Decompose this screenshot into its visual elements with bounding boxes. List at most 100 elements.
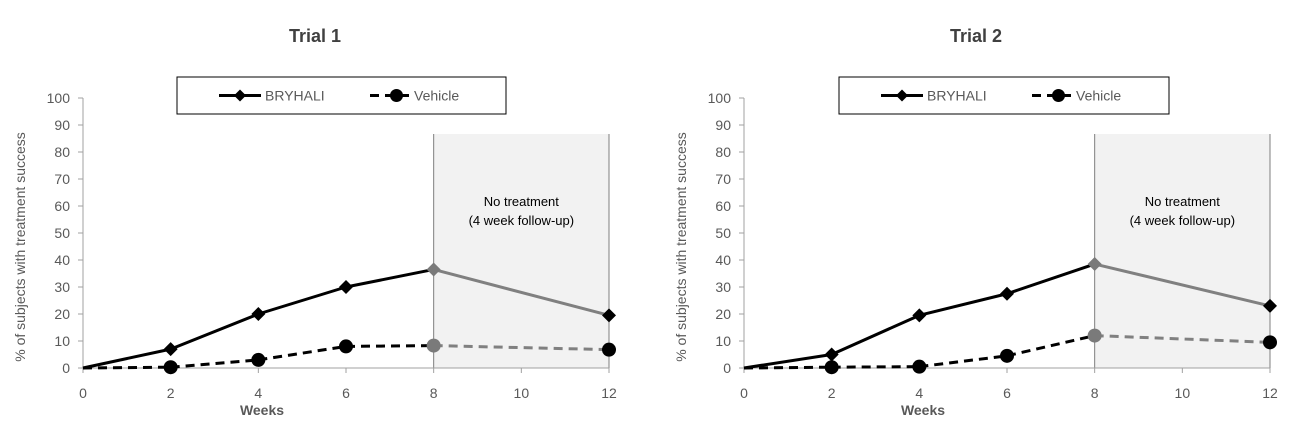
follow-up-region (433, 134, 609, 368)
data-point-diamond (251, 307, 266, 321)
data-point-diamond (824, 347, 839, 362)
legend-label: BRYHALI (265, 88, 325, 104)
y-tick-label: 0 (723, 360, 731, 376)
x-tick-label: 6 (1003, 385, 1011, 401)
y-tick-label: 100 (47, 90, 71, 106)
data-point-diamond (1263, 298, 1277, 313)
y-tick-label: 100 (708, 90, 732, 106)
y-tick-label: 10 (715, 333, 731, 349)
series-segment (345, 267, 434, 289)
y-tick-label: 60 (715, 198, 731, 214)
series-segment-follow-up (433, 267, 610, 317)
series-bryhali (82, 262, 616, 370)
x-tick-label: 4 (915, 385, 923, 401)
follow-up-region (1094, 134, 1270, 368)
x-tick-label: 8 (1091, 385, 1099, 401)
series-segment (82, 347, 171, 370)
data-point-circle (912, 359, 927, 374)
x-tick-label: 0 (79, 385, 87, 401)
x-tick-label: 10 (514, 385, 530, 401)
follow-up-label-sub: (4 week follow-up) (469, 213, 575, 228)
y-tick-label: 90 (54, 117, 70, 133)
series-segment (1006, 262, 1096, 296)
data-point-diamond (339, 280, 353, 294)
data-point-circle (602, 342, 616, 357)
data-point-diamond (1000, 286, 1014, 301)
series-segment (831, 313, 920, 356)
series-segment (170, 312, 259, 351)
x-tick-label: 6 (342, 385, 350, 401)
x-axis-label: Weeks (240, 402, 284, 418)
data-point-circle (1000, 348, 1014, 363)
data-point-diamond (426, 262, 441, 277)
series-segment (1006, 334, 1096, 358)
y-tick-label: 0 (62, 360, 70, 376)
x-tick-label: 0 (740, 385, 748, 401)
data-point-circle (163, 360, 178, 375)
y-tick-label: 90 (715, 117, 731, 133)
series-segment (258, 344, 347, 362)
data-point-circle (251, 352, 266, 367)
y-tick-label: 20 (54, 306, 70, 322)
series-bryhali (743, 257, 1277, 370)
follow-up-label: No treatment (484, 194, 560, 209)
legend-label: Vehicle (414, 88, 459, 104)
y-tick-label: 30 (715, 279, 731, 295)
x-tick-label: 2 (167, 385, 175, 401)
legend-marker-diamond (896, 89, 908, 102)
x-axis-label: Weeks (901, 402, 945, 418)
y-tick-label: 50 (715, 225, 731, 241)
data-point-circle (426, 338, 441, 353)
series-segment (257, 285, 347, 316)
legend-label: BRYHALI (927, 88, 987, 104)
series-segment-follow-up (1094, 262, 1271, 308)
chart-trial-1: Trial 1 No treatment (4 week follow-up) 0 10… (12, 26, 617, 418)
follow-up-label: No treatment (1145, 194, 1221, 209)
data-point-circle (1263, 335, 1277, 350)
chart-title: Trial 2 (950, 26, 1002, 46)
series-segment (743, 353, 832, 370)
legend-marker-circle (390, 89, 403, 102)
x-tick-label: 12 (601, 385, 617, 401)
y-axis-label: % of subjects with treatment success (673, 132, 689, 362)
y-tick-label: 60 (54, 198, 70, 214)
legend: BRYHALI Vehicle (176, 76, 507, 115)
legend: BRYHALI Vehicle (838, 76, 1170, 115)
x-tick-label: 8 (430, 385, 438, 401)
data-point-circle (824, 360, 839, 375)
data-point-circle (339, 339, 353, 354)
y-axis-label: % of subjects with treatment success (12, 132, 28, 362)
x-tick-label: 10 (1175, 385, 1191, 401)
legend-label: Vehicle (1076, 88, 1121, 104)
x-tick-label: 12 (1262, 385, 1278, 401)
x-tick-label: 2 (828, 385, 836, 401)
y-tick-label: 70 (54, 171, 70, 187)
y-tick-label: 30 (54, 279, 70, 295)
series-segment (919, 354, 1008, 369)
y-tick-label: 80 (715, 144, 731, 160)
series-segment (170, 358, 259, 369)
series-vehicle (743, 328, 1277, 375)
y-tick-label: 50 (54, 225, 70, 241)
legend-marker-circle (1052, 89, 1065, 102)
y-tick-label: 70 (715, 171, 731, 187)
y-tick-label: 80 (54, 144, 70, 160)
data-point-circle (1087, 328, 1102, 343)
chart-title: Trial 1 (289, 26, 341, 46)
data-point-diamond (912, 308, 927, 323)
series-segment (345, 344, 434, 348)
y-tick-label: 20 (715, 306, 731, 322)
series-vehicle (82, 338, 616, 375)
follow-up-label-sub: (4 week follow-up) (1130, 213, 1236, 228)
chart-trial-2: Trial 2 No treatment (4 week follow-up) 0 10… (673, 26, 1278, 418)
x-tick-label: 4 (254, 385, 262, 401)
data-point-diamond (1087, 257, 1102, 272)
y-tick-label: 40 (715, 252, 731, 268)
data-point-diamond (163, 342, 178, 357)
y-tick-label: 40 (54, 252, 70, 268)
y-tick-label: 10 (54, 333, 70, 349)
series-segment (831, 365, 920, 369)
legend-marker-diamond (234, 89, 246, 102)
